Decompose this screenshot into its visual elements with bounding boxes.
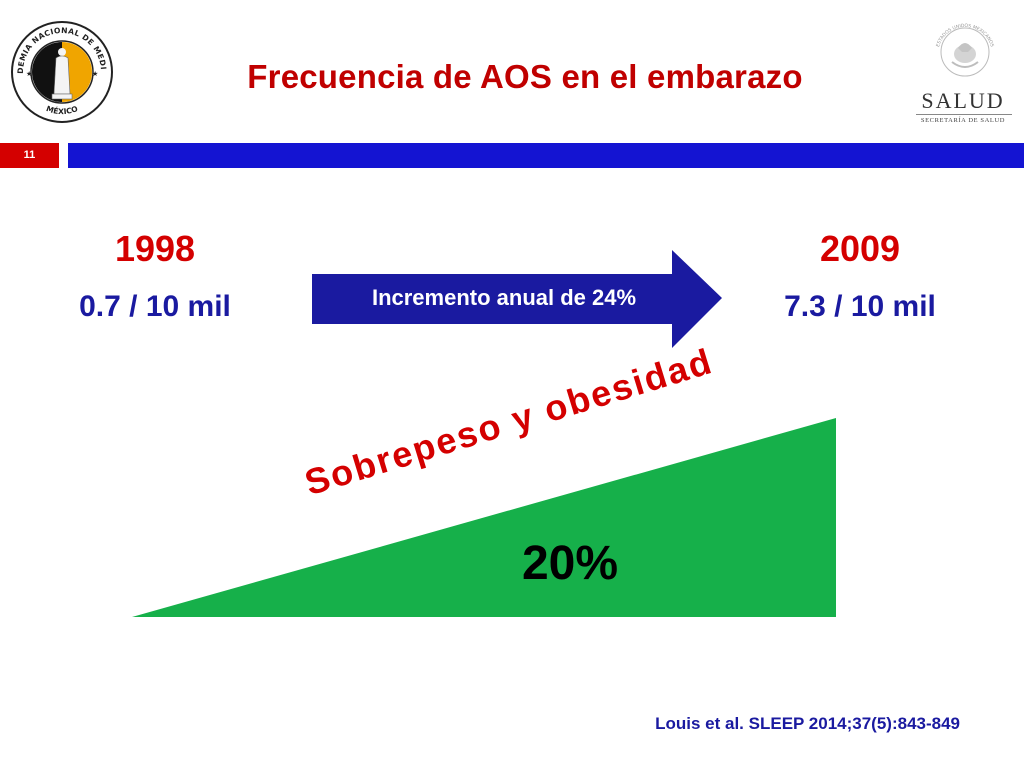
academia-seal-logo: ACADEMIA NACIONAL DE MEDICINA MÉXICO ★ ★ xyxy=(10,14,113,123)
salud-logo-divider xyxy=(916,114,1012,115)
svg-text:MÉXICO: MÉXICO xyxy=(45,104,80,116)
salud-logo-word: SALUD xyxy=(921,88,1005,113)
increase-arrow-shape xyxy=(312,250,722,348)
start-rate: 0.7 / 10 mil xyxy=(79,290,231,323)
svg-text:★: ★ xyxy=(92,70,98,78)
seal-ring-text-bottom: MÉXICO xyxy=(45,104,80,116)
triangle-value: 20% xyxy=(521,537,619,590)
svg-text:★: ★ xyxy=(26,70,32,78)
citation: Louis et al. SLEEP 2014;37(5):843-849 xyxy=(655,714,960,733)
statue-icon xyxy=(51,48,73,100)
arrow-label: Incremento anual de 24% xyxy=(371,285,637,310)
end-year: 2009 xyxy=(819,228,901,269)
slide-title: Frecuencia de AOS en el embarazo xyxy=(247,58,803,95)
header-band xyxy=(68,143,1024,168)
salud-logo-subtitle: SECRETARÍA DE SALUD xyxy=(920,117,1006,124)
end-rate: 7.3 / 10 mil xyxy=(784,290,936,323)
slide-number: 11 xyxy=(0,143,59,168)
start-year: 1998 xyxy=(114,228,196,269)
mexican-coat-of-arms-icon: ESTADOS UNIDOS MEXICANOS xyxy=(935,23,995,77)
growth-triangle-shape xyxy=(132,418,836,617)
